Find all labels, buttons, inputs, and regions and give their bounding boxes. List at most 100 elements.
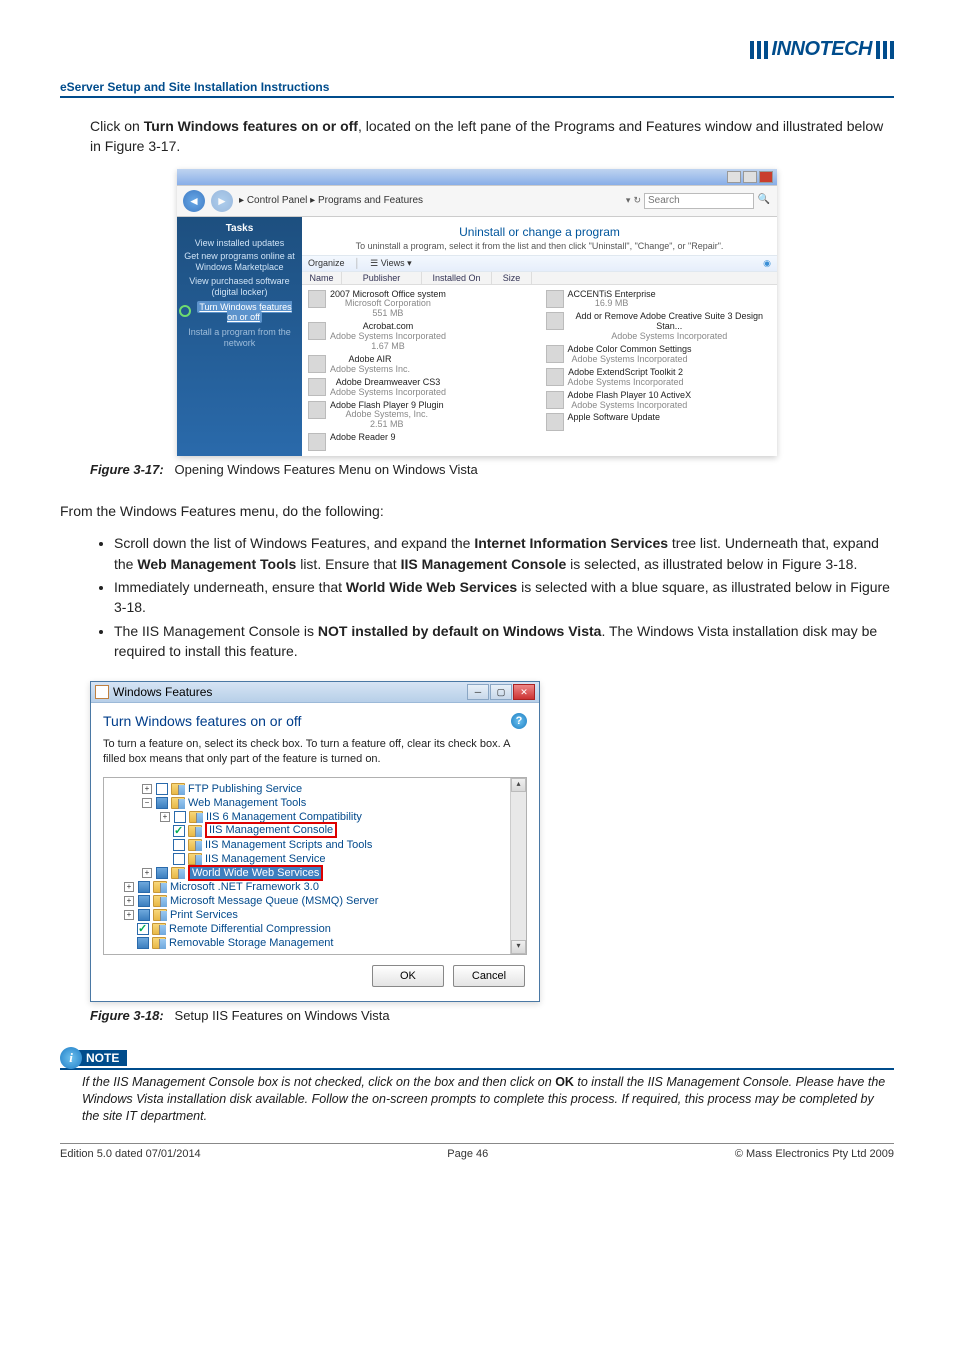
breadcrumb[interactable]: ▸ Control Panel ▸ Programs and Features — [239, 195, 423, 206]
program-icon — [308, 355, 326, 373]
checkbox[interactable] — [156, 867, 168, 879]
organize-menu[interactable]: Organize — [308, 258, 345, 268]
search-icon[interactable]: 🔍 — [757, 194, 771, 208]
tree-row[interactable]: +World Wide Web Services — [106, 866, 508, 880]
checkbox[interactable] — [137, 937, 149, 949]
program-item[interactable]: Apple Software Update — [546, 413, 772, 431]
program-item[interactable]: 2007 Microsoft Office systemMicrosoft Co… — [308, 290, 534, 320]
tree-row[interactable]: +Print Services — [106, 908, 508, 922]
program-list-left: 2007 Microsoft Office systemMicrosoft Co… — [302, 285, 540, 457]
program-item[interactable]: Adobe Reader 9 — [308, 433, 534, 451]
col-publisher[interactable]: Publisher — [342, 272, 422, 284]
checkbox[interactable] — [173, 853, 185, 865]
task-view-updates[interactable]: View installed updates — [183, 238, 296, 249]
program-item[interactable]: Adobe AIRAdobe Systems Inc. — [308, 355, 534, 375]
folder-icon — [171, 783, 185, 795]
program-item[interactable]: Adobe Flash Player 10 ActiveXAdobe Syste… — [546, 391, 772, 411]
tree-row[interactable]: IIS Management Console — [106, 824, 508, 838]
bullet-1: Scroll down the list of Windows Features… — [114, 533, 894, 574]
program-list-right: ACCENTiS Enterprise16.9 MBAdd or Remove … — [540, 285, 778, 457]
checkbox[interactable] — [174, 811, 186, 823]
help-icon[interactable]: ◉ — [763, 258, 771, 269]
checkbox[interactable] — [173, 839, 185, 851]
views-menu[interactable]: ☰ Views ▾ — [370, 258, 411, 269]
back-button[interactable]: ◄ — [183, 190, 205, 212]
maximize-button[interactable]: ▢ — [490, 684, 512, 700]
scroll-up-icon[interactable]: ▴ — [511, 778, 526, 792]
folder-icon — [152, 923, 166, 935]
checkbox[interactable] — [156, 783, 168, 795]
help-icon[interactable]: ? — [511, 713, 527, 729]
crumb-programs[interactable]: Programs and Features — [318, 195, 423, 206]
minimize-button[interactable] — [727, 171, 741, 183]
logo-bar — [876, 41, 880, 59]
col-size[interactable]: Size — [492, 272, 532, 284]
close-button[interactable]: ✕ — [513, 684, 535, 700]
program-item[interactable]: Adobe Flash Player 9 PluginAdobe Systems… — [308, 401, 534, 431]
col-installed[interactable]: Installed On — [422, 272, 492, 284]
logo-bar — [757, 41, 761, 59]
maximize-button[interactable] — [743, 171, 757, 183]
tree-row[interactable]: Remote Differential Compression — [106, 922, 508, 936]
tree-label: IIS Management Service — [205, 853, 325, 865]
program-publisher: Adobe Systems Incorporated — [330, 388, 446, 398]
tree-row[interactable]: IIS Management Scripts and Tools — [106, 838, 508, 852]
figure-3-17-screenshot: ◄ ► ▸ Control Panel ▸ Programs and Featu… — [177, 169, 777, 457]
green-circle-icon — [179, 305, 191, 317]
expand-icon[interactable]: + — [142, 784, 152, 794]
task-install-network[interactable]: Install a program from the network — [183, 327, 296, 349]
program-icon — [308, 290, 326, 308]
expand-icon[interactable]: + — [124, 882, 134, 892]
checkbox[interactable] — [156, 797, 168, 809]
checkbox[interactable] — [137, 923, 149, 935]
forward-button[interactable]: ► — [211, 190, 233, 212]
cancel-button[interactable]: Cancel — [453, 965, 525, 987]
folder-icon — [188, 825, 202, 837]
search-input[interactable] — [644, 193, 754, 209]
tree-label: Microsoft Message Queue (MSMQ) Server — [170, 895, 378, 907]
crumb-control-panel[interactable]: Control Panel — [247, 195, 308, 206]
footer-edition: Edition 5.0 dated 07/01/2014 — [60, 1148, 201, 1160]
scroll-down-icon[interactable]: ▾ — [511, 940, 526, 954]
program-item[interactable]: Acrobat.comAdobe Systems Incorporated1.6… — [308, 322, 534, 352]
expand-icon[interactable]: + — [160, 812, 170, 822]
program-icon — [308, 378, 326, 396]
logo-bar — [750, 41, 754, 59]
program-item[interactable]: Adobe ExtendScript Toolkit 2Adobe System… — [546, 368, 772, 388]
task-marketplace[interactable]: Get new programs online at Windows Marke… — [183, 251, 296, 273]
tree-row[interactable]: −Web Management Tools — [106, 796, 508, 810]
program-name: Adobe Reader 9 — [330, 433, 396, 443]
checkbox[interactable] — [138, 895, 150, 907]
tree-row[interactable]: IIS Management Service — [106, 852, 508, 866]
dialog-titlebar: Windows Features ─ ▢ ✕ — [91, 682, 539, 703]
footer-copyright: © Mass Electronics Pty Ltd 2009 — [735, 1148, 894, 1160]
checkbox[interactable] — [138, 909, 150, 921]
logo-text: INNOTECH — [772, 38, 872, 61]
scrollbar[interactable]: ▴ ▾ — [510, 778, 526, 954]
task-turn-windows-features[interactable]: Turn Windows features on or off — [197, 301, 291, 324]
close-button[interactable] — [759, 171, 773, 183]
expand-spacer — [160, 826, 170, 836]
note-box: i NOTE If the IIS Management Console box… — [60, 1047, 894, 1125]
col-name[interactable]: Name — [302, 272, 342, 284]
tree-row[interactable]: +FTP Publishing Service — [106, 782, 508, 796]
expand-icon[interactable]: + — [124, 896, 134, 906]
mid-paragraph: From the Windows Features menu, do the f… — [60, 501, 894, 521]
expand-icon[interactable]: + — [142, 868, 152, 878]
tree-row[interactable]: +Microsoft .NET Framework 3.0 — [106, 880, 508, 894]
program-item[interactable]: Add or Remove Adobe Creative Suite 3 Des… — [546, 312, 772, 342]
tree-row[interactable]: + Microsoft Message Queue (MSMQ) Server — [106, 894, 508, 908]
program-item[interactable]: Adobe Color Common SettingsAdobe Systems… — [546, 345, 772, 365]
checkbox[interactable] — [138, 881, 150, 893]
checkbox[interactable] — [173, 825, 185, 837]
expand-icon[interactable]: − — [142, 798, 152, 808]
expand-spacer — [124, 924, 134, 934]
ok-button[interactable]: OK — [372, 965, 444, 987]
expand-spacer — [124, 938, 134, 948]
task-digital-locker[interactable]: View purchased software (digital locker) — [183, 276, 296, 298]
tree-row[interactable]: Removable Storage Management — [106, 936, 508, 950]
expand-icon[interactable]: + — [124, 910, 134, 920]
program-item[interactable]: Adobe Dreamweaver CS3Adobe Systems Incor… — [308, 378, 534, 398]
minimize-button[interactable]: ─ — [467, 684, 489, 700]
program-item[interactable]: ACCENTiS Enterprise16.9 MB — [546, 290, 772, 310]
